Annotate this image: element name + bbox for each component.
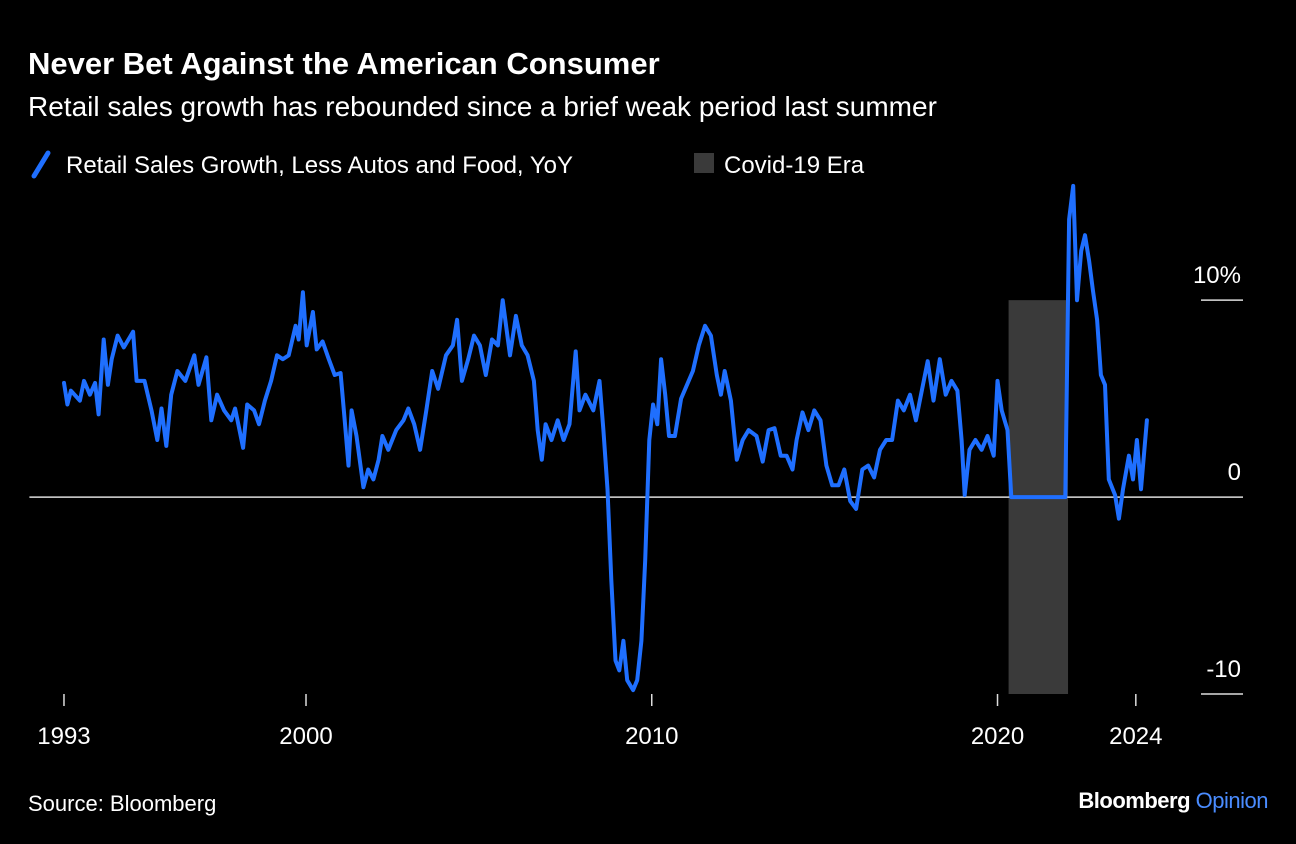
plot-area: 10% 0 -10 1993 2000 2010 2020 2024 xyxy=(29,183,1243,750)
x-tick-label: 2024 xyxy=(1109,723,1162,750)
legend-label: Covid-19 Era xyxy=(724,152,865,179)
brand: Bloomberg Opinion xyxy=(1078,788,1268,813)
legend-band-icon xyxy=(694,153,714,173)
y-tick-label: 0 xyxy=(1228,459,1241,486)
x-tick-label: 2010 xyxy=(625,723,678,750)
y-tick-label: -10 xyxy=(1206,656,1241,683)
brand-accent: Opinion xyxy=(1196,788,1268,813)
chart-subtitle: Retail sales growth has rebounded since … xyxy=(28,91,937,122)
x-tick-label: 2020 xyxy=(971,723,1024,750)
x-tick-label: 1993 xyxy=(37,723,90,750)
legend-line-icon xyxy=(31,150,51,179)
y-tick-label: 10% xyxy=(1193,262,1241,289)
source: Source: Bloomberg xyxy=(28,791,216,816)
series-line xyxy=(62,183,1149,693)
legend-label: Retail Sales Growth, Less Autos and Food… xyxy=(66,152,573,179)
chart-title: Never Bet Against the American Consumer xyxy=(28,46,660,81)
x-tick-label: 2000 xyxy=(279,723,332,750)
brand-name: Bloomberg xyxy=(1078,788,1190,813)
